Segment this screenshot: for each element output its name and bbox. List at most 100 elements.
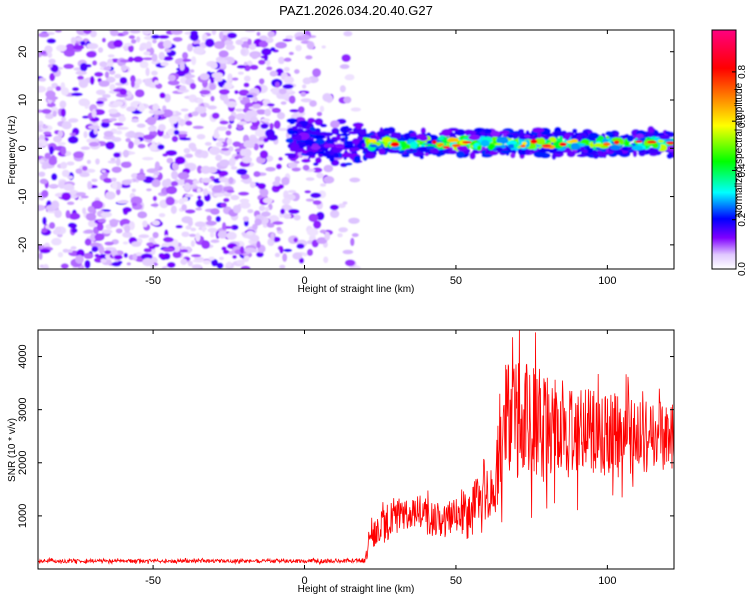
- signal-blob: [583, 149, 588, 154]
- noise-blob: [196, 149, 202, 155]
- noise-blob: [200, 165, 211, 174]
- signal-peak: [657, 139, 664, 143]
- noise-blob: [243, 75, 251, 82]
- noise-blob: [86, 42, 99, 50]
- noise-blob: [136, 174, 147, 181]
- noise-blob: [208, 256, 215, 261]
- noise-blob: [179, 137, 191, 141]
- noise-blob: [291, 167, 301, 172]
- noise-blob: [261, 211, 271, 217]
- noise-blob: [84, 238, 92, 246]
- noise-blob: [329, 209, 340, 219]
- snr-panel: -50 0 50 100 1000 2000 3000 4000 Height of str…: [7, 329, 675, 595]
- noise-blob: [244, 247, 256, 253]
- noise-blob: [123, 47, 129, 52]
- y-tick-label: -20: [17, 237, 29, 253]
- noise-blob: [46, 38, 57, 44]
- noise-blob: [246, 94, 254, 98]
- noise-blob: [287, 189, 297, 194]
- noise-blob: [88, 141, 100, 147]
- noise-blob: [283, 57, 292, 62]
- noise-blob: [102, 94, 111, 99]
- noise-blob: [91, 109, 97, 118]
- noise-blob: [170, 181, 179, 187]
- noise-blob: [124, 224, 131, 233]
- noise-blob: [62, 248, 69, 253]
- noise-blob: [162, 153, 169, 157]
- signal-peak: [530, 139, 538, 144]
- noise-blob: [249, 181, 256, 189]
- noise-blob: [75, 192, 87, 197]
- noise-blob: [109, 30, 119, 37]
- noise-blob: [39, 50, 47, 55]
- signal-blob: [323, 143, 335, 149]
- noise-blob: [319, 229, 327, 234]
- signal-blob: [576, 153, 588, 158]
- noise-blob: [88, 125, 101, 130]
- noise-blob: [138, 103, 146, 113]
- noise-blob: [158, 213, 166, 218]
- noise-blob: [246, 231, 254, 236]
- noise-blob: [236, 259, 245, 265]
- noise-blob: [143, 51, 151, 56]
- noise-blob: [75, 168, 83, 174]
- signal-blob: [301, 122, 308, 128]
- signal-peak: [570, 138, 579, 143]
- signal-peak: [451, 143, 461, 148]
- noise-blob: [94, 71, 104, 77]
- noise-blob: [95, 158, 100, 165]
- noise-blob: [147, 125, 156, 132]
- noise-blob: [237, 121, 247, 126]
- signal-blob: [322, 153, 331, 158]
- noise-blob: [96, 222, 104, 232]
- signal-blob: [464, 129, 474, 135]
- signal-peak: [541, 144, 552, 148]
- noise-blob: [67, 175, 74, 180]
- noise-blob: [84, 229, 94, 234]
- signal-blob: [576, 134, 583, 142]
- noise-blob: [312, 167, 323, 173]
- noise-blob: [348, 217, 360, 224]
- signal-blob: [288, 152, 297, 159]
- noise-blob: [234, 90, 239, 95]
- noise-blob: [91, 200, 104, 210]
- noise-blob: [243, 82, 250, 88]
- noise-blob: [66, 201, 75, 206]
- x-tick-label: 50: [450, 275, 462, 287]
- noise-blob: [282, 253, 288, 262]
- noise-blob: [292, 252, 303, 260]
- noise-blob: [142, 57, 154, 61]
- noise-blob: [225, 130, 232, 136]
- signal-blob: [338, 133, 351, 137]
- noise-blob: [57, 252, 64, 258]
- noise-blob: [173, 129, 180, 136]
- signal-blob: [315, 138, 326, 145]
- signal-blob: [426, 146, 435, 150]
- noise-blob: [300, 98, 312, 103]
- signal-blob: [420, 127, 427, 135]
- noise-blob: [194, 105, 207, 114]
- noise-blob: [45, 90, 56, 99]
- noise-blob: [103, 172, 109, 177]
- signal-peak: [367, 138, 377, 143]
- signal-blob: [379, 130, 392, 135]
- noise-blob: [194, 221, 206, 228]
- noise-blob: [235, 108, 244, 112]
- noise-blob: [51, 173, 58, 181]
- noise-blob: [71, 92, 83, 97]
- noise-blob: [343, 96, 352, 104]
- noise-blob: [225, 44, 236, 51]
- noise-blob: [77, 75, 84, 80]
- noise-blob: [187, 260, 193, 267]
- noise-blob: [257, 182, 267, 190]
- noise-blob: [93, 127, 98, 135]
- noise-blob: [269, 122, 274, 131]
- noise-blob: [109, 69, 116, 75]
- noise-blob: [161, 242, 173, 247]
- noise-blob: [293, 214, 301, 221]
- signal-peak: [593, 142, 604, 148]
- noise-blob: [87, 205, 95, 213]
- noise-blob: [240, 265, 251, 269]
- noise-blob: [183, 182, 191, 192]
- noise-blob: [283, 248, 293, 253]
